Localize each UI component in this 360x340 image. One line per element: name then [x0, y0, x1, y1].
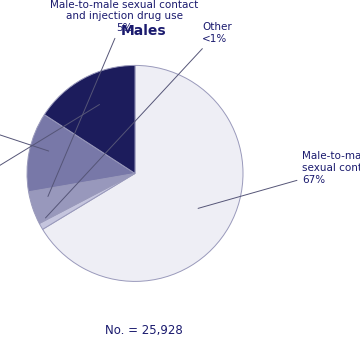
Wedge shape: [28, 173, 135, 223]
Text: Males: Males: [121, 24, 167, 38]
Wedge shape: [42, 65, 243, 282]
Text: Male-to-male sexual contact
and injection drug use
5%: Male-to-male sexual contact and injectio…: [48, 0, 198, 197]
Text: Male-to-male
sexual contact
67%: Male-to-male sexual contact 67%: [198, 151, 360, 208]
Wedge shape: [39, 173, 135, 229]
Text: No. = 25,928: No. = 25,928: [105, 324, 183, 337]
Text: High-risk
heterosexual
contact
16%: High-risk heterosexual contact 16%: [0, 104, 99, 228]
Text: Injection drug use
12%: Injection drug use 12%: [0, 98, 49, 151]
Text: Other
<1%: Other <1%: [45, 22, 232, 218]
Wedge shape: [44, 65, 135, 173]
Wedge shape: [27, 115, 135, 192]
